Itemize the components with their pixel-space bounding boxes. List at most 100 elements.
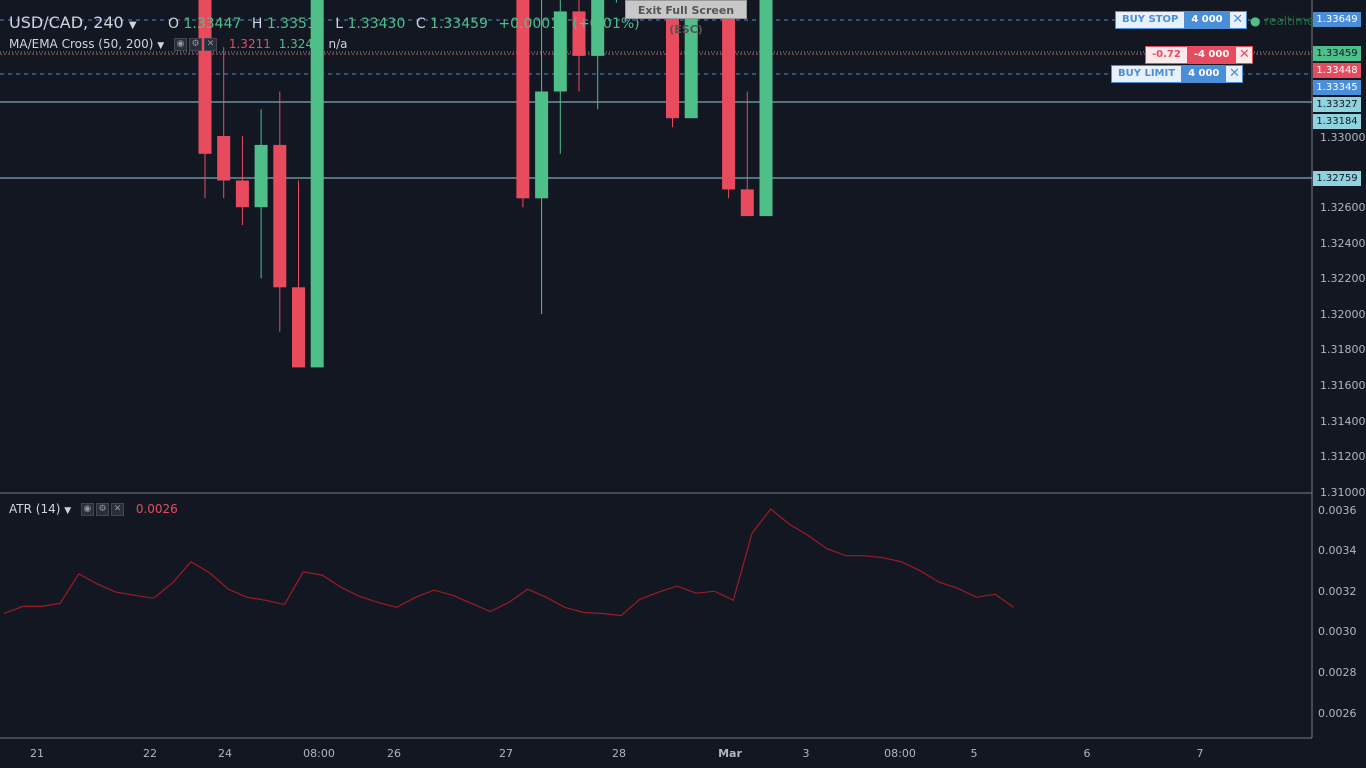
atr-remove-icon[interactable]: ✕ <box>110 503 124 516</box>
ma-visibility-icon[interactable]: ◉ <box>174 38 188 51</box>
candle <box>722 0 736 199</box>
symbol-title[interactable]: USD/CAD, 240 <box>9 13 124 32</box>
change-value: +0.00012 (+0.01%) <box>498 16 640 32</box>
atr-axis-label: 0.0026 <box>1318 707 1357 720</box>
low-value: 1.33430 <box>347 16 406 32</box>
price-label-buy-limit: 1.33345 <box>1313 80 1361 95</box>
time-axis-label: 26 <box>387 747 401 760</box>
atr-legend: ATR (14) ▼ ◉ ⚙ ✕ 0.0026 <box>9 502 178 516</box>
close-value: 1.33459 <box>430 16 488 32</box>
candle <box>572 0 586 92</box>
candle-body <box>740 189 754 217</box>
candle-body <box>553 11 567 92</box>
high-label: H <box>251 16 263 32</box>
price-axis-label: 1.31200 <box>1320 450 1366 463</box>
ma-remove-icon[interactable]: ✕ <box>204 38 218 51</box>
open-label: O <box>168 16 180 32</box>
candle-body <box>535 91 549 199</box>
price-axis-label: 1.32400 <box>1320 237 1366 250</box>
price-axis-label: 1.31600 <box>1320 379 1366 392</box>
buy-stop-order[interactable]: BUY STOP 4 000 ✕ <box>1115 11 1247 29</box>
time-axis-label: 27 <box>499 747 513 760</box>
candle-body <box>235 180 249 208</box>
position-close-icon[interactable]: ✕ <box>1235 46 1254 64</box>
ma-settings-icon[interactable]: ⚙ <box>189 38 203 51</box>
low-label: L <box>335 16 343 32</box>
exit-fullscreen-button[interactable]: Exit Full Screen (ESC) <box>625 0 747 36</box>
buy-stop-qty[interactable]: 4 000 <box>1185 11 1229 29</box>
buy-limit-qty[interactable]: 4 000 <box>1182 65 1226 83</box>
ma-name[interactable]: MA/EMA Cross (50, 200) <box>9 37 154 51</box>
atr-axis-label: 0.0034 <box>1318 544 1357 557</box>
price-label-buy-stop: 1.33649 <box>1313 12 1361 27</box>
candle <box>292 180 305 368</box>
atr-name[interactable]: ATR (14) <box>9 502 61 516</box>
symbol-dropdown-icon[interactable]: ▼ <box>128 20 137 31</box>
buy-limit-label[interactable]: BUY LIMIT <box>1111 65 1183 83</box>
candle <box>310 0 324 368</box>
time-axis-label: 21 <box>30 747 44 760</box>
price-axis-label: 1.32600 <box>1320 201 1366 214</box>
candle <box>217 47 231 199</box>
price-label-last: 1.33459 <box>1313 46 1361 61</box>
time-axis-label: 22 <box>143 747 157 760</box>
price-label-level-3: 1.32759 <box>1313 171 1361 186</box>
buy-limit-order[interactable]: BUY LIMIT 4 000 ✕ <box>1111 65 1244 83</box>
atr-dropdown-icon[interactable]: ▼ <box>64 506 72 516</box>
buy-stop-close-icon[interactable]: ✕ <box>1228 11 1247 29</box>
atr-line <box>3 508 1015 617</box>
candle-body <box>516 0 530 199</box>
atr-axis-label: 0.0028 <box>1318 666 1357 679</box>
ma-value-3: n/a <box>328 37 348 51</box>
ma-value-1: 1.3211 <box>228 37 271 51</box>
price-label-position: 1.33448 <box>1313 63 1361 78</box>
atr-settings-icon[interactable]: ⚙ <box>95 503 109 516</box>
candle <box>254 109 268 279</box>
open-value: 1.33447 <box>183 16 242 32</box>
candle <box>615 0 617 3</box>
symbol-header[interactable]: USD/CAD, 240 ▼ <box>9 13 137 32</box>
candle-body <box>273 144 287 288</box>
candle <box>759 0 773 217</box>
time-axis-label: Mar <box>718 747 742 760</box>
price-axis-label: 1.31400 <box>1320 415 1366 428</box>
candle <box>235 136 249 225</box>
position-qty[interactable]: -4 000 <box>1187 46 1236 64</box>
candle <box>553 0 567 154</box>
ma-dropdown-icon[interactable]: ▼ <box>157 41 165 51</box>
realtime-label: realtime <box>1264 14 1315 28</box>
realtime-indicator: ● realtime <box>1250 14 1314 28</box>
price-label-level-1: 1.33327 <box>1313 97 1361 112</box>
ohlc-bar: O 1.33447 H 1.33513 L 1.33430 C 1.33459 … <box>168 16 640 32</box>
close-label: C <box>415 16 426 32</box>
position-pl-label[interactable]: -0.72 <box>1145 46 1188 64</box>
candle-body <box>572 11 586 56</box>
candle-body <box>666 0 679 119</box>
atr-visibility-icon[interactable]: ◉ <box>80 503 94 516</box>
price-label-level-2: 1.33184 <box>1313 114 1361 129</box>
candle <box>535 0 549 314</box>
time-axis-label: 5 <box>971 747 978 760</box>
candle-body <box>254 144 268 208</box>
ma-value-2: 1.3243 <box>278 37 321 51</box>
candle-body <box>217 136 231 181</box>
candle <box>666 0 679 128</box>
atr-axis-label: 0.0036 <box>1318 504 1357 517</box>
time-axis-label: 08:00 <box>884 747 916 760</box>
price-axis-label: 1.31000 <box>1320 486 1366 499</box>
price-axis-label: 1.32000 <box>1320 308 1366 321</box>
time-axis-label: 7 <box>1197 747 1204 760</box>
price-axis-label: 1.32200 <box>1320 272 1366 285</box>
time-axis-label: 6 <box>1084 747 1091 760</box>
candle <box>273 91 287 332</box>
buy-stop-label[interactable]: BUY STOP <box>1115 11 1186 29</box>
buy-limit-close-icon[interactable]: ✕ <box>1225 65 1244 83</box>
ma-legend: MA/EMA Cross (50, 200) ▼ ◉ ⚙ ✕ 1.3211 1.32… <box>9 37 348 51</box>
candle-body <box>292 287 305 368</box>
candle-body <box>722 0 736 190</box>
candle <box>740 91 754 217</box>
candle <box>591 0 605 110</box>
position-order[interactable]: -0.72 -4 000 ✕ <box>1145 46 1254 64</box>
